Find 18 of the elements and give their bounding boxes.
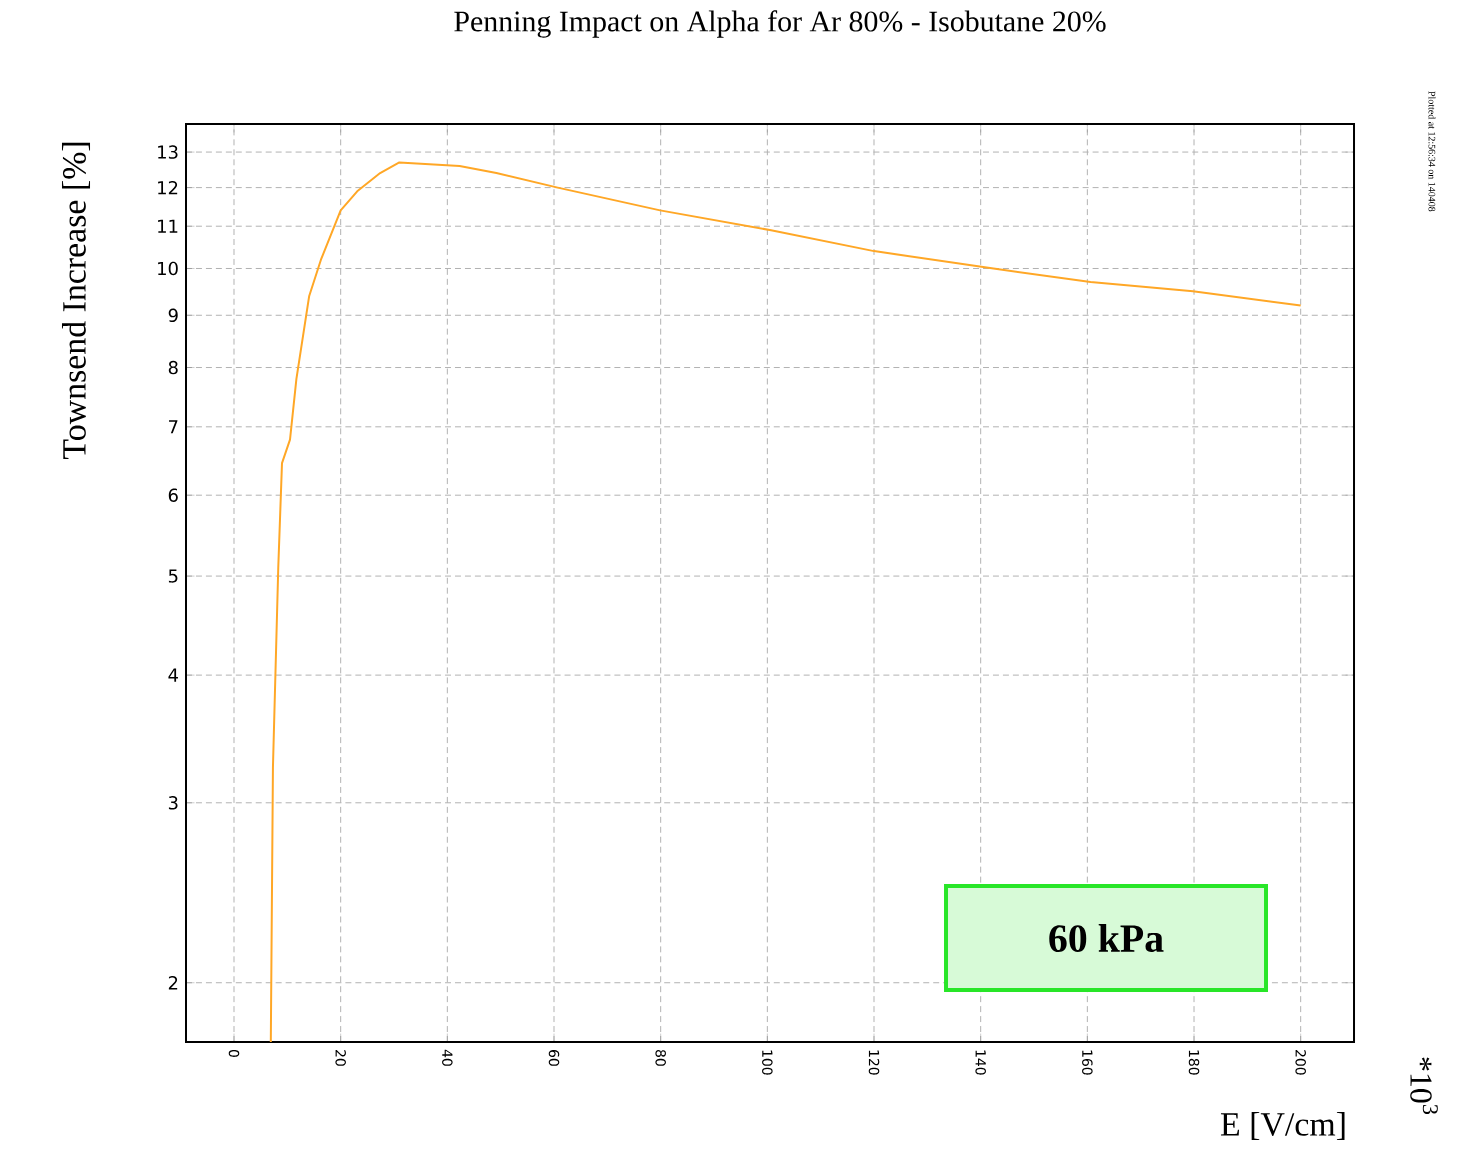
line-series <box>269 161 1302 1042</box>
y-tick-label: 8 <box>168 360 178 375</box>
y-tick-label: 4 <box>168 668 178 682</box>
y-tick-label: 11 <box>158 219 178 233</box>
y-tick-label: 12 <box>158 180 178 195</box>
y-axis-title: Townsend Increase [%] <box>61 142 91 460</box>
annotation: 60 kPa <box>1049 923 1164 952</box>
y-tick-label: 9 <box>168 308 178 323</box>
y-tick-label: 13 <box>158 145 178 159</box>
y-tick-label: 5 <box>168 569 178 583</box>
y-tick-label: 3 <box>168 796 178 810</box>
text: *10$^{3}$ <box>1410 1057 1438 1115</box>
y-tick-label: 7 <box>169 420 178 434</box>
y-tick-label: 10 <box>158 261 178 276</box>
y-tick-label: 2 <box>168 976 178 990</box>
x-axis-title: E [V/cm] <box>1220 1111 1345 1141</box>
chart-title: Penning Impact on Alpha for Ar 80% - Isobutane 20% <box>454 10 1106 38</box>
y-tick-label: 6 <box>168 488 178 502</box>
